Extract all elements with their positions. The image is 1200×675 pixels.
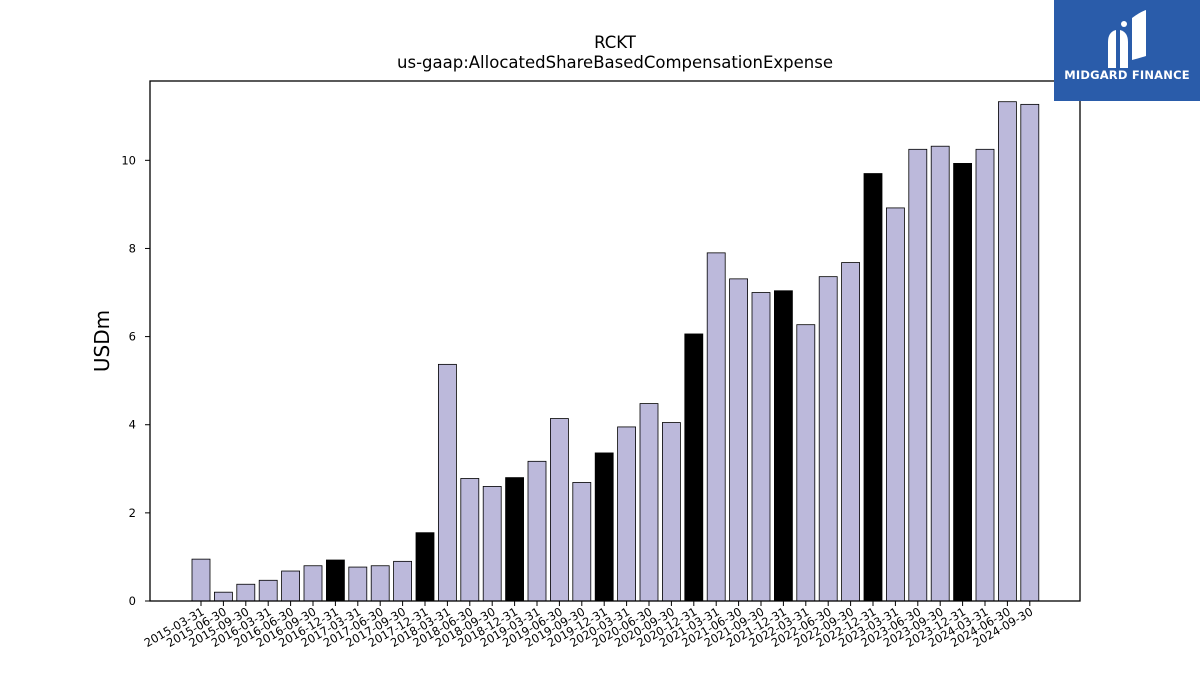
y-tick-label: 0 [129,594,136,608]
bar-2015-09-30 [236,583,256,602]
bar-2016-12-31 [325,559,345,602]
bar-2018-03-31 [437,363,457,602]
bar-2019-12-31 [594,452,614,602]
midgard-m-logo-icon [1108,10,1146,68]
plot-area-frame [149,80,1081,602]
bar-2022-03-31 [796,324,816,602]
bar-2019-09-30 [572,482,592,602]
bar-2024-03-31 [975,148,995,602]
bar-2020-12-31 [684,333,704,602]
bar-2023-12-31 [953,163,972,602]
bar-2018-06-30 [460,478,480,602]
bar-2022-09-30 [841,262,860,602]
bar-2020-06-30 [639,403,659,602]
y-tick-label: 2 [129,506,136,520]
bar-2023-09-30 [930,145,950,602]
bar-2021-03-31 [706,252,726,602]
bar-2018-12-31 [505,477,525,602]
bar-2017-03-31 [348,566,368,602]
logo-text: MIDGARD FINANCE [1064,68,1190,82]
chart-title: RCKT [594,33,637,52]
bar-2021-09-30 [751,292,771,602]
bar-2024-06-30 [998,101,1017,602]
bar-2019-06-30 [550,418,569,602]
bar-2017-06-30 [370,565,390,602]
bar-2016-03-31 [258,579,278,602]
chart-subtitle: us-gaap:AllocatedShareBasedCompensationE… [397,53,833,72]
bar-2015-03-31 [191,558,211,602]
y-axis-label: USDm [90,310,114,372]
bar-2021-06-30 [729,278,748,602]
y-tick-label: 6 [129,330,136,344]
y-tick-label: 8 [129,241,136,255]
bar-2022-06-30 [818,276,838,602]
bar-2015-06-30 [213,591,233,602]
x-axis-ticks: 2015-03-312015-06-302015-09-302016-03-31… [142,601,1035,650]
bar-2018-09-30 [482,486,502,602]
y-axis-ticks: 0 2 4 6 8 10 [121,153,150,608]
bar-2016-09-30 [303,565,323,602]
bar-2017-09-30 [393,560,413,602]
bar-2023-06-30 [908,148,928,602]
bar-2019-03-31 [527,460,547,602]
bars-group [191,101,1040,602]
bar-2021-12-31 [774,290,793,602]
bar-2023-03-31 [886,207,905,602]
y-tick-label: 4 [129,418,136,432]
bar-2016-06-30 [281,570,301,602]
midgard-finance-logo: MIDGARD FINANCE [1054,0,1200,101]
bar-2020-09-30 [662,422,681,602]
bar-2022-12-31 [863,173,883,602]
y-tick-label: 10 [121,153,136,167]
bar-2024-09-30 [1020,103,1040,602]
bar-2020-03-31 [617,426,636,602]
bar-2017-12-31 [415,532,435,602]
